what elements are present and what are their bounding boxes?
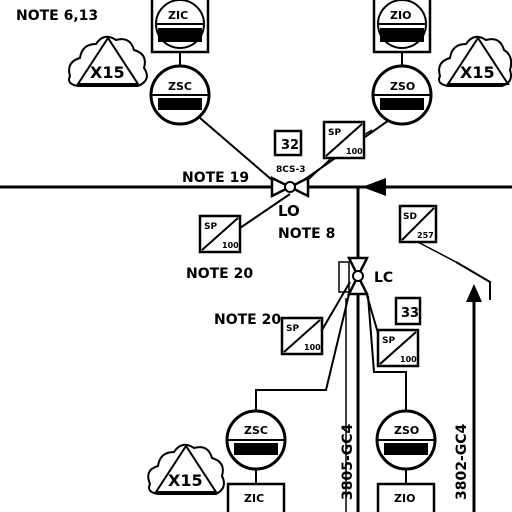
upper-valve-tag: 8CS-3 [276, 165, 306, 175]
line-number-3802: 3802-GC4 [454, 423, 470, 500]
note-8: NOTE 8 [278, 226, 335, 242]
sp-box-mid[interactable] [280, 316, 324, 356]
zsc-bottom-label: ZSC [244, 424, 268, 437]
sd-right-sub: 257 [417, 231, 434, 240]
zic-bottom-label: ZIC [244, 492, 264, 505]
signal-line-zsc-top [199, 117, 273, 181]
upper-gate-valve[interactable] [270, 175, 310, 199]
note-6-13: NOTE 6,13 [16, 8, 98, 24]
box-33-label: 33 [401, 306, 419, 321]
sp-box-left[interactable] [198, 214, 242, 254]
note-20-lower: NOTE 20 [214, 312, 281, 328]
sd-right-label: SD [403, 212, 417, 222]
zso-bottom-label: ZSO [394, 424, 419, 437]
sd-connector [413, 239, 457, 263]
sp-box-low[interactable] [376, 328, 420, 368]
sp-left-sub: 100 [222, 241, 239, 250]
flow-arrow-up [466, 284, 482, 302]
lower-valve-lock-label: LC [374, 270, 393, 286]
zic-bottom-instrument[interactable] [226, 482, 286, 512]
upper-valve-lock-label: LO [278, 202, 300, 220]
zso-bottom-instrument[interactable] [375, 409, 437, 471]
note-19: NOTE 19 [182, 170, 249, 186]
sp-low-label: SP [382, 336, 395, 346]
line-number-3805: 3805-GC4 [340, 423, 356, 500]
note-20-upper: NOTE 20 [186, 266, 253, 282]
sp-top-sub: 100 [346, 147, 363, 156]
x15-label-left-bottom: X15 [168, 471, 203, 490]
zic-top-instrument[interactable] [150, 0, 210, 54]
sp-mid-label: SP [286, 324, 299, 334]
sp-low-sub: 100 [400, 355, 417, 364]
box-32 [273, 129, 303, 157]
zso-top-instrument[interactable] [371, 64, 433, 126]
x15-cloud-left-bottom [147, 443, 225, 495]
sp-top-label: SP [328, 128, 341, 138]
zsc-top-label: ZSC [168, 80, 192, 93]
sp-left-label: SP [204, 222, 217, 232]
signal-line-sp-left [239, 193, 291, 229]
flow-arrow-left [362, 178, 386, 196]
signal-line-sp-mid [321, 281, 351, 331]
right-branch-line [455, 261, 491, 300]
zic-top-label: ZIC [168, 9, 188, 22]
zio-bottom-label: ZIO [394, 492, 415, 505]
zsc-bottom-instrument[interactable] [225, 409, 287, 471]
box-33 [394, 296, 422, 326]
x15-cloud-left-top [68, 35, 148, 87]
sd-box-right[interactable] [398, 204, 438, 244]
zio-top-instrument[interactable] [372, 0, 432, 54]
signal-line-zso-bottom [367, 295, 407, 412]
zso-top-label: ZSO [390, 80, 415, 93]
zsc-top-instrument[interactable] [149, 64, 211, 126]
box-32-label: 32 [281, 138, 299, 153]
x15-label-left-top: X15 [90, 63, 125, 82]
zio-top-label: ZIO [390, 9, 411, 22]
x15-cloud-right-top [438, 35, 512, 87]
signal-line-zsc-bottom [255, 289, 351, 412]
x15-label-right-top: X15 [460, 63, 495, 82]
sp-mid-sub: 100 [304, 343, 321, 352]
lower-gate-valve[interactable] [346, 256, 370, 296]
sp-box-top[interactable] [322, 120, 366, 160]
